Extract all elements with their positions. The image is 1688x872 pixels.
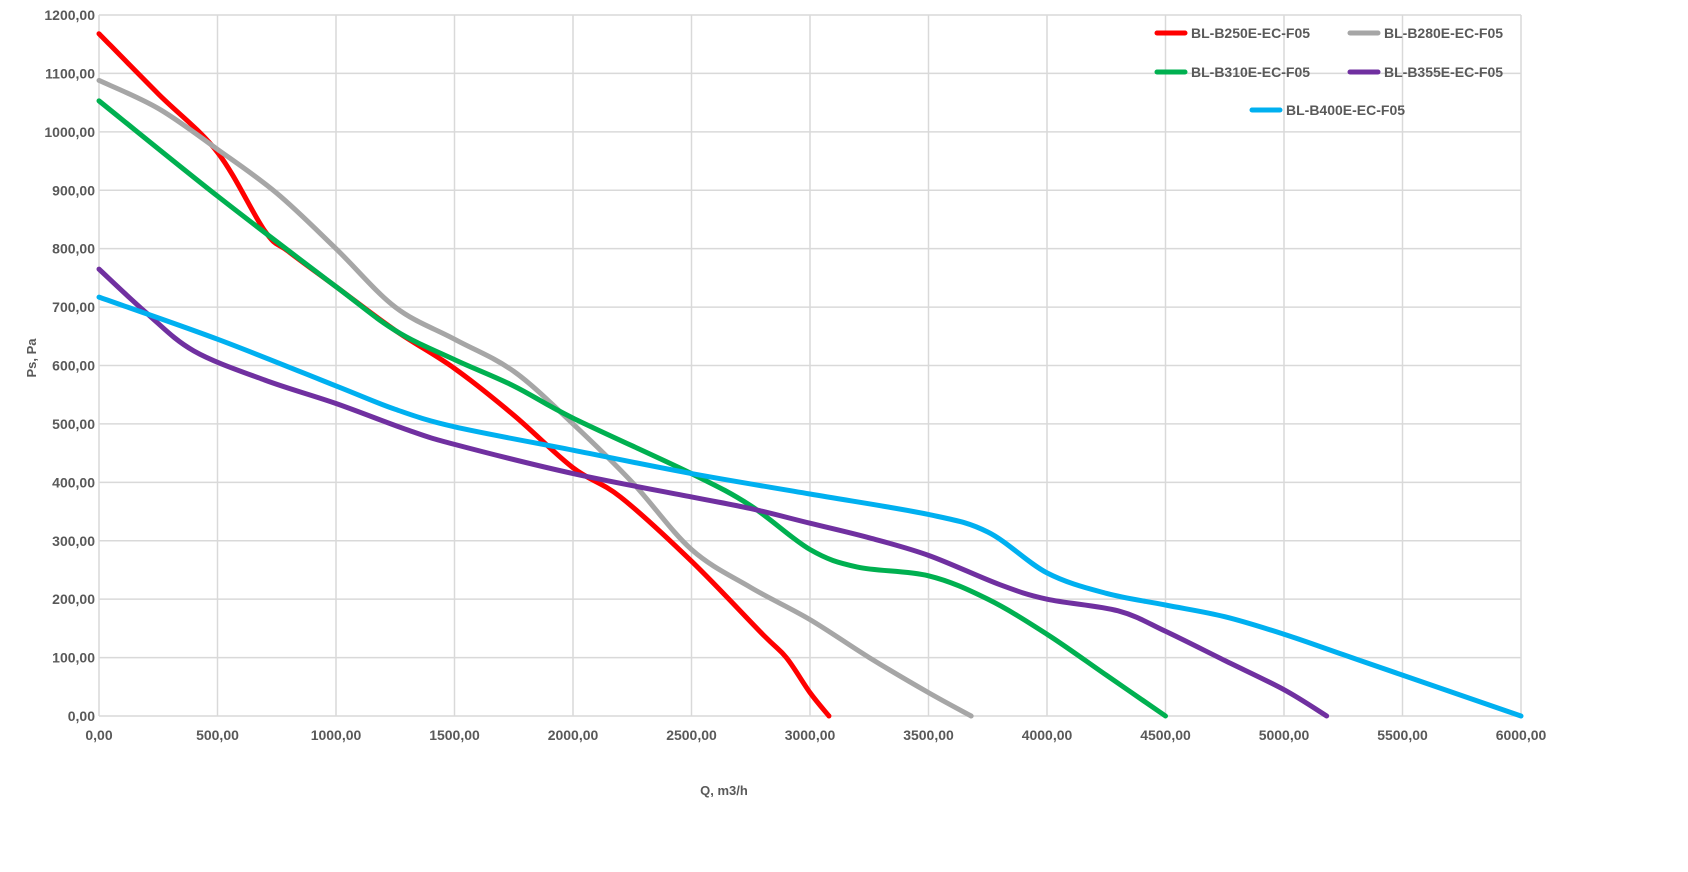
y-tick-label: 1000,00 — [44, 124, 95, 140]
y-tick-label: 600,00 — [52, 358, 95, 374]
x-tick-label: 5000,00 — [1259, 727, 1310, 743]
x-tick-label: 0,00 — [85, 727, 112, 743]
y-tick-label: 0,00 — [68, 708, 95, 724]
y-tick-label: 500,00 — [52, 416, 95, 432]
legend-item: BL-B250E-EC-F05 — [1154, 25, 1310, 41]
x-tick-label: 5500,00 — [1377, 727, 1428, 743]
y-tick-label: 1100,00 — [45, 65, 95, 81]
series-line-bl-b280e-ec-f05 — [96, 77, 974, 719]
x-tick-label: 4500,00 — [1140, 727, 1191, 743]
x-tick-label: 3000,00 — [785, 727, 836, 743]
legend: BL-B250E-EC-F05 BL-B280E-EC-F05 BL-B310E-E… — [1154, 25, 1503, 118]
y-tick-label: 900,00 — [52, 182, 95, 198]
x-tick-label: 1000,00 — [311, 727, 362, 743]
series-line-bl-b310e-ec-f05 — [96, 98, 1168, 719]
x-tick-label: 3500,00 — [903, 727, 954, 743]
series-line-bl-b250e-ec-f05 — [96, 31, 832, 719]
x-tick-label: 2500,00 — [666, 727, 717, 743]
y-tick-label: 100,00 — [52, 650, 95, 666]
y-tick-label: 1200,00 — [44, 7, 95, 23]
legend-item: BL-B400E-EC-F05 — [1249, 102, 1405, 118]
legend-label: BL-B250E-EC-F05 — [1191, 25, 1310, 41]
y-tick-label: 700,00 — [52, 299, 95, 315]
legend-label: BL-B355E-EC-F05 — [1384, 64, 1503, 80]
y-axis-ticks: 0,00 100,00 200,00 300,00 400,00 500,00 600,00… — [44, 7, 95, 724]
series-line-bl-b355e-ec-f05 — [96, 266, 1330, 719]
series-lines — [96, 31, 1524, 719]
legend-label: BL-B310E-EC-F05 — [1191, 64, 1310, 80]
legend-label: BL-B280E-EC-F05 — [1384, 25, 1503, 41]
y-tick-label: 300,00 — [52, 533, 95, 549]
grid — [98, 14, 1522, 717]
y-axis-title: Ps, Pa — [24, 338, 39, 378]
x-axis-title: Q, m3/h — [700, 783, 748, 798]
legend-label: BL-B400E-EC-F05 — [1286, 102, 1405, 118]
x-tick-label: 1500,00 — [429, 727, 480, 743]
legend-item: BL-B355E-EC-F05 — [1347, 64, 1503, 80]
x-tick-label: 6000,00 — [1496, 727, 1547, 743]
y-tick-label: 200,00 — [52, 591, 95, 607]
x-tick-label: 500,00 — [196, 727, 239, 743]
x-tick-label: 2000,00 — [548, 727, 599, 743]
legend-item: BL-B280E-EC-F05 — [1347, 25, 1503, 41]
series-line-bl-b400e-ec-f05 — [96, 294, 1524, 719]
legend-item: BL-B310E-EC-F05 — [1154, 64, 1310, 80]
x-axis-ticks: 0,00 500,00 1000,00 1500,00 2000,00 2500,00 30… — [85, 727, 1546, 743]
y-tick-label: 400,00 — [52, 474, 95, 490]
x-tick-label: 4000,00 — [1022, 727, 1073, 743]
y-tick-label: 800,00 — [52, 241, 95, 257]
